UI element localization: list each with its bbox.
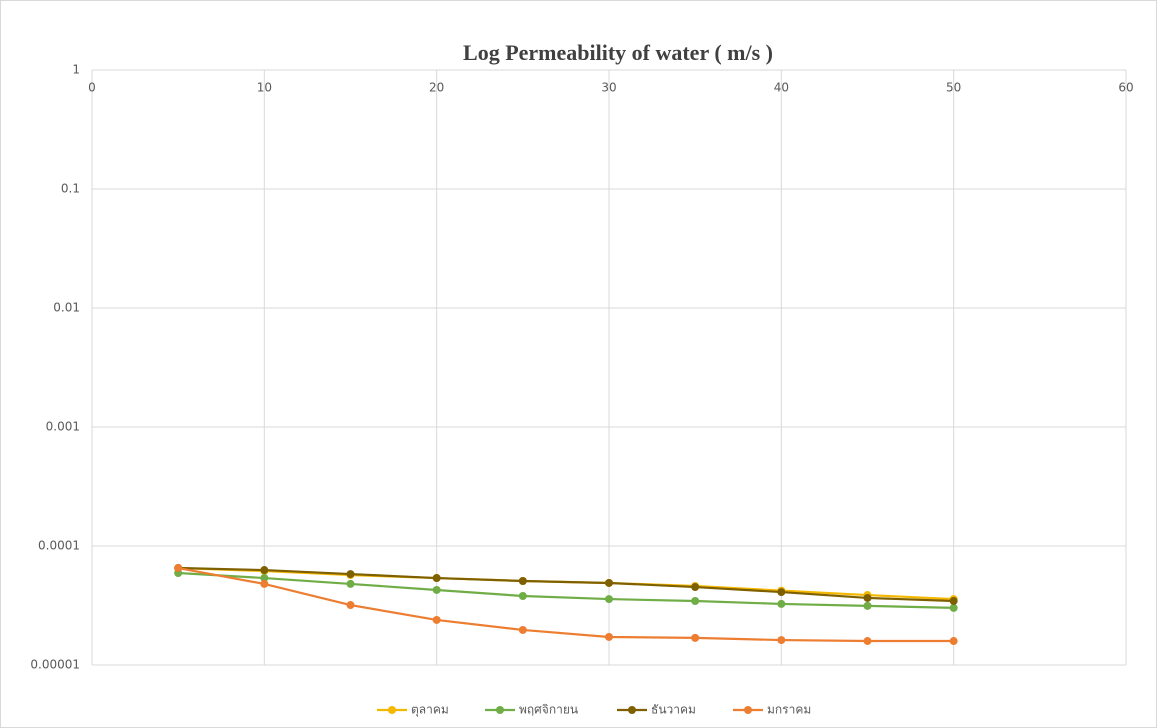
point [260,566,269,575]
point [518,592,527,601]
point [518,625,527,634]
point [605,595,613,604]
legend-label: มกราคม [767,703,811,717]
x-tick-label: 20 [429,81,444,95]
point [432,574,441,583]
y-tick-label: 0.1 [61,182,80,196]
legend-marker [744,706,752,714]
point [691,583,700,592]
legend-marker [388,706,396,714]
x-tick-label: 30 [601,81,616,95]
x-tick-label: 50 [946,81,961,95]
y-tick-label: 0.00001 [30,658,80,672]
point [863,637,872,646]
point [691,633,700,642]
legend-label: พฤศจิกายน [519,703,578,717]
series-line [178,571,954,609]
point [777,599,786,608]
point [346,570,355,579]
y-tick-label: 0.001 [46,420,80,434]
point [518,577,527,586]
point [346,579,355,588]
point [863,601,872,610]
y-tick-label: 0.0001 [38,539,80,553]
point [432,585,441,594]
legend-label: ธันวาคม [651,703,696,717]
point [605,632,613,641]
x-tick-label: 0 [88,81,96,95]
point [260,579,269,588]
point [777,588,786,597]
series-line [177,566,954,643]
point [432,615,441,624]
y-tick-label: 1 [72,63,80,77]
x-tick-label: 60 [1118,81,1133,95]
point [949,596,958,605]
x-tick-label: 10 [257,81,272,95]
point [260,574,269,583]
point [949,637,958,646]
point [777,636,786,645]
point [174,564,183,573]
legend-label: ตุลาคม [411,703,449,718]
x-tick-label: 40 [774,81,789,95]
point [605,578,613,587]
point [949,603,958,612]
point [691,596,700,605]
point [863,593,872,602]
point [346,601,355,610]
legend-marker [628,706,636,714]
legend-marker [496,706,504,714]
y-tick-label: 0.01 [53,301,80,315]
chart-title: Log Permeability of water ( m/s ) [463,40,773,65]
series-line [178,566,954,603]
